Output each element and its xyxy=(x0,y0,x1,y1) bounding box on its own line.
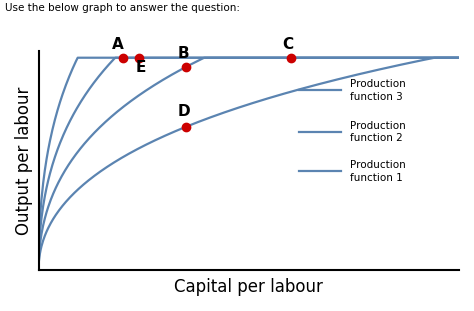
X-axis label: Capital per labour: Capital per labour xyxy=(174,278,323,296)
Text: B: B xyxy=(177,46,189,61)
Text: Production
function 1: Production function 1 xyxy=(350,160,405,183)
Text: E: E xyxy=(135,60,146,75)
Text: C: C xyxy=(283,37,293,52)
Text: Production
function 2: Production function 2 xyxy=(350,121,405,143)
Text: A: A xyxy=(112,37,124,52)
Text: Production
function 3: Production function 3 xyxy=(350,79,405,102)
Y-axis label: Output per labour: Output per labour xyxy=(15,86,33,234)
Text: Use the below graph to answer the question:: Use the below graph to answer the questi… xyxy=(5,3,240,13)
Text: D: D xyxy=(177,104,190,119)
